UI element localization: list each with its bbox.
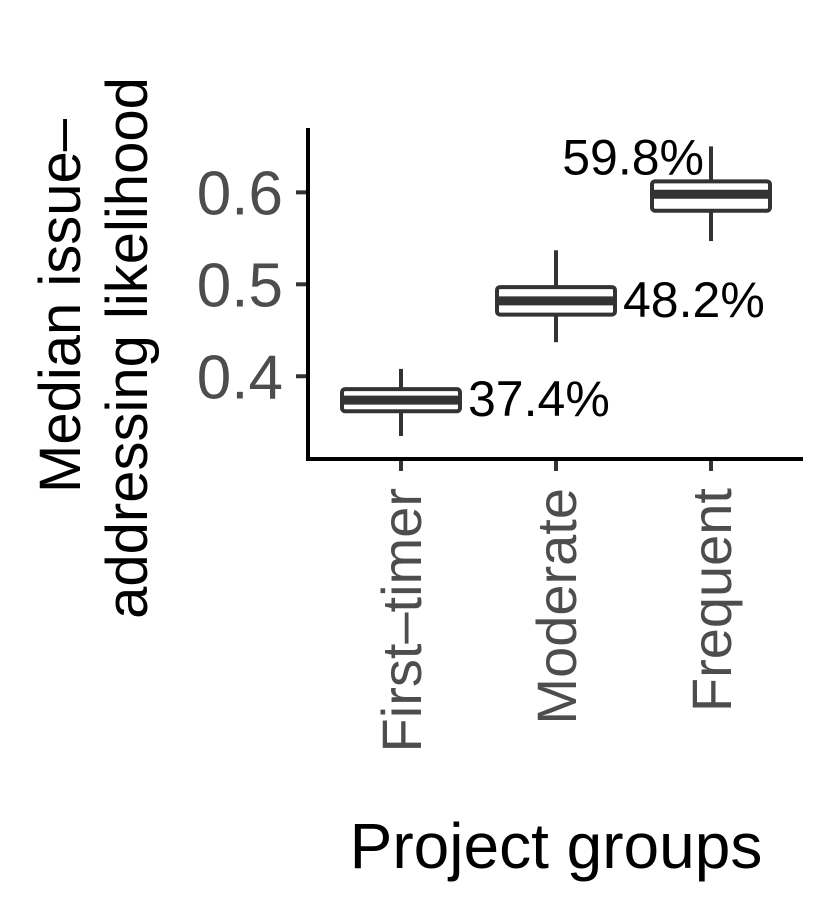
x-tick-label: Moderate [525,488,588,725]
x-tick-label: First–timer [370,488,433,752]
boxplot-series: 37.4%48.2% 59.8% [340,129,772,437]
y-tick-label: 0.5 [197,251,283,320]
box-data-label: 59.8% [562,129,704,185]
y-axis-title: Median issue– addressing likelihood [28,77,160,619]
x-tick-label: Frequent [680,488,743,713]
box-3: 59.8% [562,129,772,242]
x-axis-ticks: First–timer Moderate Frequent [370,459,743,752]
box-1: 37.4% [340,368,610,437]
y-tick-label: 0.6 [197,159,283,228]
y-axis-title-line-2: addressing likelihood [95,77,160,619]
y-axis-title-line-1: Median issue– [28,118,93,493]
box-data-label: 48.2% [623,272,765,328]
axes [306,128,803,461]
box-2: 48.2% [495,250,765,343]
y-axis-ticks: 0.4 0.5 0.6 [197,159,308,412]
x-axis-title: Project groups [350,810,763,882]
box-data-label: 37.4% [468,371,610,427]
y-tick-label: 0.4 [197,343,283,412]
